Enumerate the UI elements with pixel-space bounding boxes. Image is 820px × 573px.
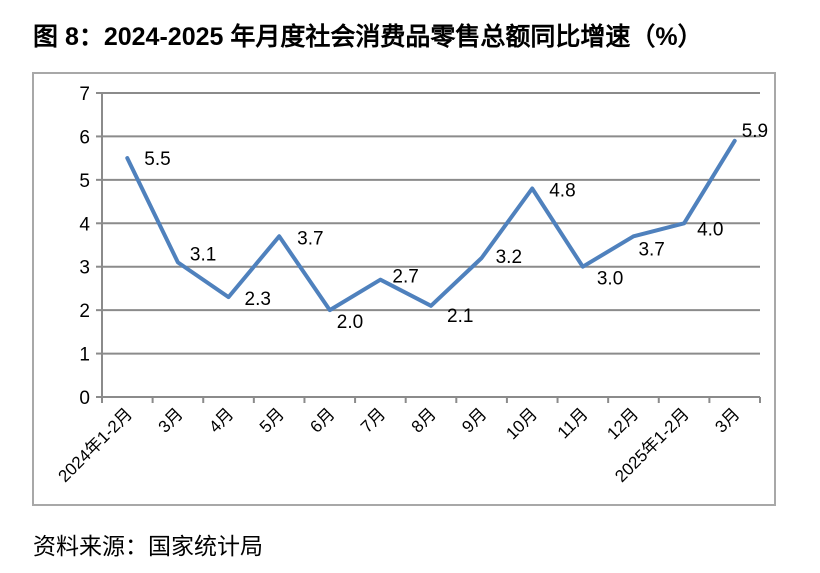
data-label-7: 3.2 — [496, 247, 522, 268]
data-label-10: 3.7 — [638, 239, 664, 260]
y-tick-label-2: 2 — [79, 301, 90, 322]
data-label-5: 2.7 — [392, 267, 418, 288]
data-line-series — [125, 138, 737, 313]
y-tick-label-0: 0 — [79, 388, 90, 409]
data-label-2: 2.3 — [245, 289, 271, 310]
chart-title: 图 8：2024-2025 年月度社会消费品零售总额同比增速（%） — [33, 23, 703, 51]
y-tick-label-3: 3 — [79, 258, 90, 279]
data-label-12: 5.9 — [742, 121, 768, 142]
data-label-4: 2.0 — [337, 312, 363, 333]
data-label-6: 2.1 — [447, 306, 473, 327]
data-label-1: 3.1 — [190, 244, 216, 265]
data-label-9: 3.0 — [597, 269, 623, 290]
y-tick-label-7: 7 — [79, 84, 90, 105]
y-tick-label-1: 1 — [79, 345, 90, 366]
chart-border — [32, 72, 776, 506]
source-note: 资料来源：国家统计局 — [33, 533, 263, 559]
data-label-0: 5.5 — [144, 149, 170, 170]
y-tick-label-5: 5 — [79, 171, 90, 192]
y-tick-label-4: 4 — [79, 214, 90, 235]
data-label-8: 4.8 — [549, 181, 575, 202]
chart-frame: 0 1 2 3 4 5 6 7 2024年1-2月 3月 4月 5月 6月 7月 8月 9月 10月 11月 12月… — [32, 72, 776, 506]
y-tick-label-6: 6 — [79, 127, 90, 148]
data-label-3: 3.7 — [297, 228, 323, 249]
data-label-11: 4.0 — [697, 219, 723, 240]
